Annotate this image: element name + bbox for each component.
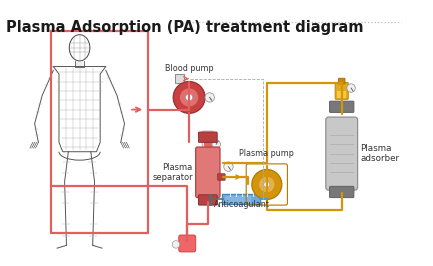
FancyBboxPatch shape <box>339 78 345 84</box>
FancyBboxPatch shape <box>175 74 184 83</box>
Circle shape <box>186 94 193 101</box>
Circle shape <box>212 140 220 148</box>
FancyBboxPatch shape <box>218 174 225 180</box>
Circle shape <box>173 81 205 113</box>
FancyBboxPatch shape <box>198 132 217 142</box>
Circle shape <box>252 169 282 200</box>
FancyBboxPatch shape <box>225 196 251 203</box>
Circle shape <box>224 162 233 171</box>
Text: Blood pump: Blood pump <box>165 64 213 73</box>
Text: Plasma pump: Plasma pump <box>239 149 294 158</box>
FancyBboxPatch shape <box>330 186 354 198</box>
Circle shape <box>347 84 355 92</box>
Circle shape <box>180 88 199 107</box>
Circle shape <box>259 176 275 193</box>
FancyBboxPatch shape <box>330 101 354 113</box>
FancyBboxPatch shape <box>196 147 220 198</box>
FancyBboxPatch shape <box>223 194 261 205</box>
Text: Plasma
separator: Plasma separator <box>152 163 193 182</box>
FancyBboxPatch shape <box>204 142 212 151</box>
Text: Plasma
adsorber: Plasma adsorber <box>360 144 400 163</box>
FancyBboxPatch shape <box>198 195 217 205</box>
FancyBboxPatch shape <box>179 235 196 252</box>
Text: Anticoagulant: Anticoagulant <box>213 200 269 209</box>
Circle shape <box>172 241 180 248</box>
FancyBboxPatch shape <box>202 131 213 152</box>
Text: Plasma Adsorption (PA) treatment diagram: Plasma Adsorption (PA) treatment diagram <box>6 20 363 35</box>
FancyBboxPatch shape <box>326 117 358 190</box>
Circle shape <box>205 93 214 102</box>
FancyBboxPatch shape <box>335 82 348 99</box>
FancyBboxPatch shape <box>337 91 346 98</box>
Circle shape <box>264 181 270 188</box>
